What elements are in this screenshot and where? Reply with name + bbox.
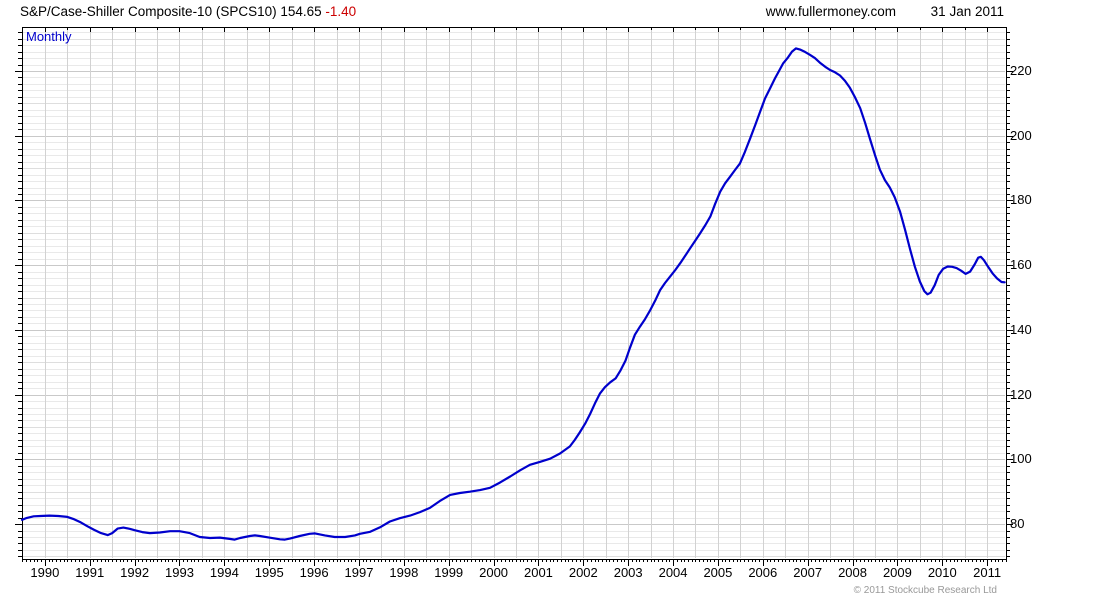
y-axis-label: 80 <box>1010 516 1025 532</box>
x-axis-label: 1995 <box>254 565 284 580</box>
y-axis-label: 220 <box>1010 63 1032 78</box>
x-axis-label: 2008 <box>838 565 867 580</box>
x-axis-label: 2004 <box>658 565 688 580</box>
instrument-name-and-price: S&P/Case-Shiller Composite-10 (SPCS10) 1… <box>20 4 322 19</box>
copyright-notice: © 2011 Stockcube Research Ltd <box>853 585 997 596</box>
x-axis-label: 1991 <box>75 565 105 580</box>
x-axis-label: 1992 <box>120 565 150 580</box>
chart-title: S&P/Case-Shiller Composite-10 (SPCS10) 1… <box>20 4 356 19</box>
price-change: -1.40 <box>325 4 357 19</box>
x-axis-label: 1998 <box>389 565 419 580</box>
y-axis-label: 160 <box>1010 257 1032 273</box>
x-axis-label: 1996 <box>299 565 329 580</box>
y-axis-label: 180 <box>1010 192 1032 208</box>
x-axis-label: 2001 <box>523 565 553 580</box>
x-axis-label: 2010 <box>927 565 957 580</box>
x-axis-label: 2011 <box>973 565 1002 580</box>
x-axis-label: 2006 <box>748 565 778 580</box>
plot-frame <box>22 27 1007 560</box>
price-line <box>20 47 1006 541</box>
x-axis-label: 2005 <box>703 565 733 580</box>
x-axis-label: 2000 <box>479 565 509 580</box>
x-axis-label: 1994 <box>209 565 239 580</box>
x-axis-label: 2007 <box>793 565 823 580</box>
website-link: www.fullermoney.com <box>765 4 896 19</box>
x-axis-label: 2003 <box>613 565 643 580</box>
x-axis-label: 1997 <box>344 565 374 580</box>
y-axis-label: 200 <box>1010 127 1032 143</box>
y-axis-label: 100 <box>1010 451 1032 467</box>
x-axis-label: 2009 <box>882 565 912 580</box>
frequency-label: Monthly <box>26 29 72 44</box>
y-axis-label: 120 <box>1010 386 1032 402</box>
x-axis-label: 2002 <box>568 565 598 580</box>
x-axis-label: 1999 <box>434 565 464 580</box>
quote-date: 31 Jan 2011 <box>930 4 1004 19</box>
y-axis-label: 140 <box>1010 321 1032 337</box>
x-axis-label: 1993 <box>165 565 194 580</box>
x-axis-label: 1990 <box>30 565 60 580</box>
